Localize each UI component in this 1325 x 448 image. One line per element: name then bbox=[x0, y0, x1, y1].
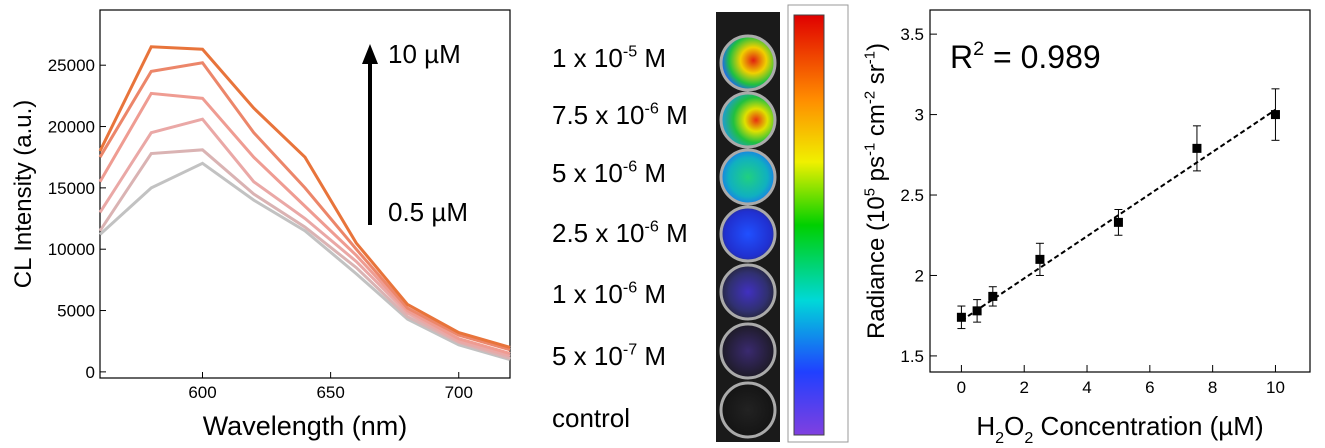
text-part: M bbox=[637, 341, 666, 371]
series-line bbox=[98, 148, 511, 360]
y-tick-label: 20000 bbox=[48, 118, 95, 137]
text-part: R bbox=[950, 39, 973, 75]
text-part: -1 bbox=[862, 51, 878, 64]
text-part: H bbox=[976, 411, 995, 441]
text-part: 7.5 x 10 bbox=[552, 100, 645, 130]
text-part: 1 x 10 bbox=[552, 43, 623, 73]
text-part: ) bbox=[863, 43, 890, 51]
series-line bbox=[98, 91, 511, 355]
text-part: 2 bbox=[995, 429, 1004, 447]
annotation: 0.5 µM bbox=[388, 197, 468, 227]
text-part: M bbox=[659, 100, 688, 130]
y-tick-label: 15000 bbox=[48, 179, 95, 198]
well bbox=[719, 91, 777, 149]
colorbar bbox=[793, 14, 825, 436]
concentration-label: 1 x 10-6 M bbox=[552, 279, 666, 309]
text-part: 5 x 10 bbox=[552, 341, 623, 371]
y-tick-label: 2 bbox=[915, 266, 924, 285]
concentration-label: 7.5 x 10-6 M bbox=[552, 100, 688, 130]
text-part: M bbox=[659, 218, 688, 248]
concentration-label: 2.5 x 10-6 M bbox=[552, 218, 688, 248]
x-tick-label: 650 bbox=[316, 383, 344, 402]
point bbox=[1113, 217, 1123, 227]
text-part: -2 bbox=[862, 91, 878, 104]
text-part: 5 x 10 bbox=[552, 158, 623, 188]
concentration-label: control bbox=[552, 403, 630, 433]
y-axis-label: Radiance (105 ps-1 cm-2 sr-1) bbox=[862, 43, 890, 339]
plot-frame bbox=[99, 9, 511, 379]
point bbox=[956, 312, 966, 322]
text-part: -6 bbox=[623, 158, 637, 176]
well bbox=[719, 322, 777, 380]
series-line bbox=[98, 117, 511, 358]
wells bbox=[719, 34, 777, 439]
annotation: 10 µM bbox=[388, 39, 461, 69]
text-part: M bbox=[637, 279, 666, 309]
point bbox=[972, 306, 982, 316]
x-tick-label: 8 bbox=[1208, 378, 1217, 397]
text-part: M bbox=[637, 43, 666, 73]
point bbox=[1270, 110, 1280, 120]
x-tick-label: 4 bbox=[1082, 378, 1091, 397]
well bbox=[719, 205, 777, 263]
y-tick-label: 5000 bbox=[57, 302, 95, 321]
series-line bbox=[98, 45, 511, 349]
y-axis-label: CL Intensity (a.u.) bbox=[10, 100, 37, 289]
text-part: 5 bbox=[862, 188, 878, 196]
well bbox=[719, 34, 777, 92]
x-axis-label: H2O2 Concentration (µM) bbox=[976, 411, 1263, 447]
text-part: -1 bbox=[862, 143, 878, 156]
well bbox=[719, 148, 777, 206]
fit-line bbox=[960, 108, 1277, 322]
concentration-label: 5 x 10-6 M bbox=[552, 158, 666, 188]
x-axis-label: Wavelength (nm) bbox=[203, 411, 408, 441]
well bbox=[719, 263, 777, 321]
y-tick-label: 10000 bbox=[48, 240, 95, 259]
well-image bbox=[716, 4, 849, 443]
concentration-label: 1 x 10-5 M bbox=[552, 43, 666, 73]
point bbox=[1035, 254, 1045, 264]
text-part: 2 bbox=[1024, 429, 1033, 447]
x-tick-label: 6 bbox=[1145, 378, 1154, 397]
y-tick-label: 0 bbox=[86, 363, 95, 382]
y-tick-label: 25000 bbox=[48, 56, 95, 75]
well bbox=[719, 381, 777, 439]
arrow-head bbox=[362, 44, 378, 64]
text-part: control bbox=[552, 403, 630, 433]
y-tick-label: 3.5 bbox=[900, 25, 924, 44]
text-part: Concentration (µM) bbox=[1033, 411, 1263, 441]
text-part: Radiance (10 bbox=[863, 196, 890, 339]
text-part: 1 x 10 bbox=[552, 279, 623, 309]
text-part: O bbox=[1004, 411, 1024, 441]
point bbox=[988, 291, 998, 301]
plot-frame bbox=[929, 9, 1311, 373]
x-tick-label: 10 bbox=[1266, 378, 1285, 397]
y-tick-label: 2.5 bbox=[900, 186, 924, 205]
text-part: = 0.989 bbox=[984, 39, 1101, 75]
text-part: M bbox=[637, 158, 666, 188]
text-part: sr bbox=[863, 64, 890, 91]
text-part: -6 bbox=[645, 218, 659, 236]
concentration-label: 5 x 10-7 M bbox=[552, 341, 666, 371]
text-part: 2 bbox=[973, 38, 984, 60]
text-part: cm bbox=[863, 104, 890, 143]
point bbox=[1192, 143, 1202, 153]
series-line bbox=[98, 61, 511, 352]
y-tick-label: 1.5 bbox=[900, 347, 924, 366]
text-part: -7 bbox=[623, 341, 637, 359]
x-tick-label: 700 bbox=[445, 383, 473, 402]
text-part: -6 bbox=[623, 279, 637, 297]
text-part: -5 bbox=[623, 43, 637, 61]
x-tick-label: 600 bbox=[188, 383, 216, 402]
text-part: -6 bbox=[645, 100, 659, 118]
y-tick-label: 3 bbox=[915, 106, 924, 125]
text-part: ps bbox=[863, 156, 890, 188]
series-line bbox=[98, 161, 511, 362]
annotation: R2 = 0.989 bbox=[950, 38, 1101, 75]
x-tick-label: 2 bbox=[1019, 378, 1028, 397]
text-part: 2.5 x 10 bbox=[552, 218, 645, 248]
x-tick-label: 0 bbox=[957, 378, 966, 397]
